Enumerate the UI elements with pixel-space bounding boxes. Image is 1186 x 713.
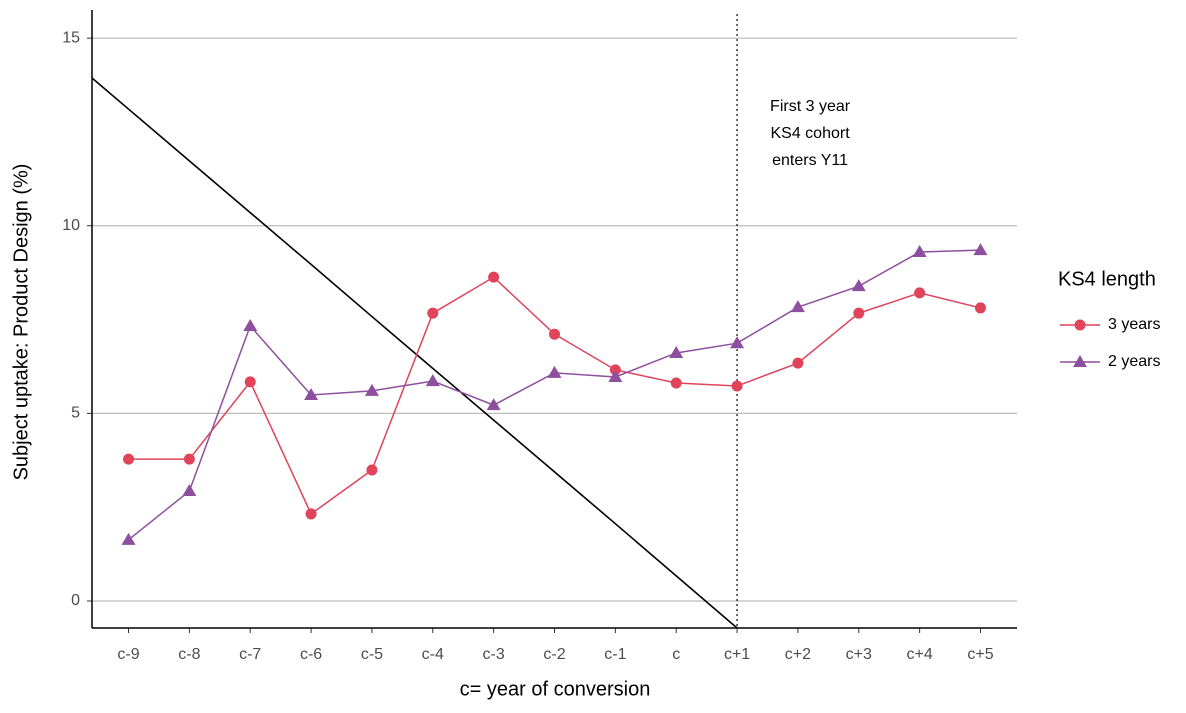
marker [731, 380, 743, 392]
x-tick-label: c-9 [117, 646, 139, 663]
x-tick-label: c-1 [604, 646, 626, 663]
annotation: KS4 cohort [770, 125, 850, 142]
marker [853, 307, 865, 319]
x-axis-label: c= year of conversion [460, 678, 651, 700]
x-tick-label: c+2 [785, 646, 811, 663]
marker [123, 453, 135, 465]
marker [486, 398, 501, 411]
marker [609, 364, 621, 376]
x-tick-label: c-5 [361, 646, 383, 663]
marker [974, 302, 986, 314]
legend-label: 2 years [1108, 353, 1160, 370]
marker [425, 374, 440, 387]
marker [182, 484, 197, 497]
x-tick-label: c-2 [543, 646, 565, 663]
marker [547, 365, 562, 378]
marker [730, 336, 745, 349]
marker [912, 245, 927, 258]
marker [670, 377, 682, 389]
annotation: First 3 year [770, 98, 851, 115]
x-tick-label: c-7 [239, 646, 261, 663]
marker [244, 376, 256, 388]
legend-key-marker [1074, 319, 1086, 331]
legend-label: 3 years [1108, 316, 1160, 333]
x-tick-label: c-4 [422, 646, 444, 663]
series-line [128, 276, 981, 516]
marker [973, 243, 988, 256]
y-tick-label: 10 [62, 217, 80, 234]
marker [305, 508, 317, 520]
marker [183, 453, 195, 465]
y-axis-label: Subject uptake: Product Design (%) [10, 164, 32, 481]
x-tick-label: c-8 [178, 646, 200, 663]
marker [669, 345, 684, 358]
x-tick-label: c-6 [300, 646, 322, 663]
x-tick-label: c+3 [846, 646, 872, 663]
x-tick-label: c-3 [483, 646, 505, 663]
marker [549, 328, 560, 340]
legend-key-marker [1073, 355, 1087, 367]
marker [366, 464, 378, 476]
marker [790, 300, 805, 313]
marker [427, 307, 439, 319]
marker [914, 287, 926, 299]
x-tick-label: c [672, 646, 680, 663]
x-tick-label: c+1 [724, 646, 750, 663]
marker [608, 369, 623, 382]
y-tick-label: 5 [71, 405, 80, 422]
marker [304, 387, 319, 400]
y-tick-label: 15 [62, 29, 80, 46]
reference-line-extension [91, 77, 130, 110]
marker [364, 383, 379, 396]
marker [488, 271, 500, 283]
annotation: enters Y11 [772, 152, 848, 169]
y-tick-label: 0 [71, 592, 80, 609]
x-tick-label: c+4 [907, 646, 933, 663]
x-tick-label: c+5 [967, 646, 993, 663]
marker [121, 532, 136, 545]
marker [243, 318, 258, 331]
marker [792, 357, 804, 369]
legend-title: KS4 length [1058, 268, 1156, 290]
reference-line [127, 108, 738, 629]
marker [851, 279, 866, 292]
